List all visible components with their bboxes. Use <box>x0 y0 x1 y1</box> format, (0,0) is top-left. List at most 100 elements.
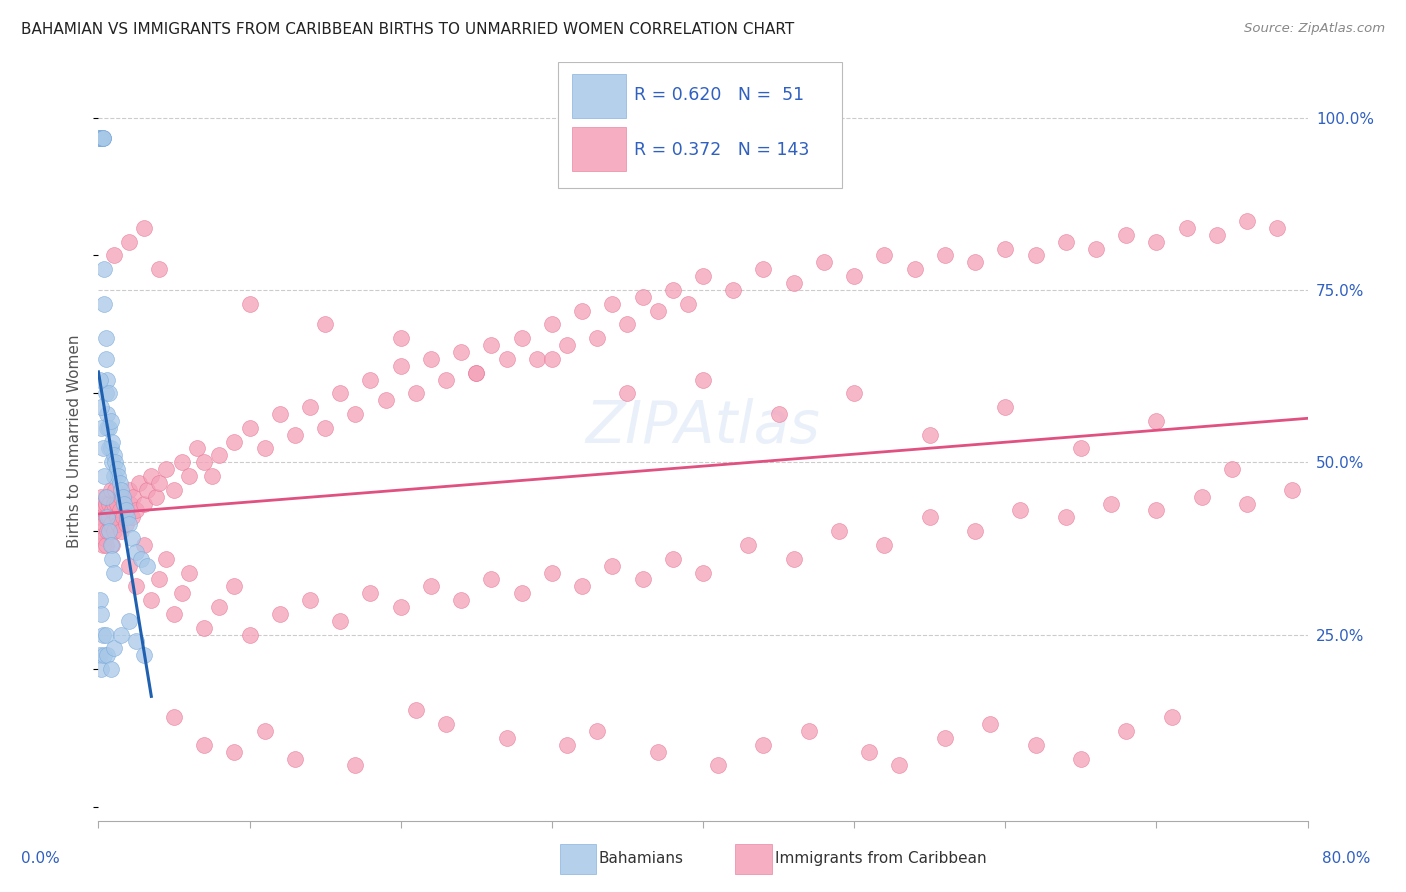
Immigrants from Caribbean <box>481 573 503 587</box>
Immigrants from Caribbean <box>208 448 231 462</box>
Immigrants from Caribbean <box>186 442 208 456</box>
Immigrants from Caribbean <box>752 262 775 277</box>
Immigrants from Caribbean <box>540 318 562 332</box>
Immigrants from Caribbean <box>994 242 1017 256</box>
Immigrants from Caribbean <box>1206 227 1229 242</box>
Immigrants from Caribbean <box>586 724 609 739</box>
Bahamians <box>91 131 114 145</box>
Immigrants from Caribbean <box>115 503 138 517</box>
Immigrants from Caribbean <box>141 469 163 483</box>
Immigrants from Caribbean <box>110 524 132 538</box>
Immigrants from Caribbean <box>145 490 167 504</box>
Immigrants from Caribbean <box>148 475 170 490</box>
Bahamians <box>103 641 125 656</box>
Bahamians <box>93 648 115 663</box>
Bahamians <box>94 386 117 401</box>
Immigrants from Caribbean <box>104 483 127 497</box>
Bahamians <box>91 627 114 641</box>
Text: 80.0%: 80.0% <box>1323 851 1371 865</box>
Immigrants from Caribbean <box>1267 220 1289 235</box>
Bahamians <box>96 372 118 386</box>
Bahamians <box>94 331 117 345</box>
Immigrants from Caribbean <box>1115 227 1137 242</box>
Bahamians <box>91 131 114 145</box>
Bahamians <box>132 648 155 663</box>
Bahamians <box>118 517 141 532</box>
Bahamians <box>98 421 121 435</box>
Immigrants from Caribbean <box>239 296 262 310</box>
Immigrants from Caribbean <box>114 517 136 532</box>
Immigrants from Caribbean <box>179 566 201 580</box>
Immigrants from Caribbean <box>208 599 231 614</box>
Bahamians <box>90 421 112 435</box>
Bahamians <box>110 627 132 641</box>
Bahamians <box>96 510 118 524</box>
Bahamians <box>96 648 118 663</box>
Immigrants from Caribbean <box>389 359 412 373</box>
Bahamians <box>103 448 125 462</box>
Immigrants from Caribbean <box>918 427 941 442</box>
Immigrants from Caribbean <box>420 579 443 593</box>
Immigrants from Caribbean <box>224 745 246 759</box>
Immigrants from Caribbean <box>420 351 443 366</box>
Immigrants from Caribbean <box>1160 710 1182 724</box>
Immigrants from Caribbean <box>91 503 114 517</box>
Immigrants from Caribbean <box>783 276 806 290</box>
FancyBboxPatch shape <box>572 74 626 118</box>
Immigrants from Caribbean <box>128 475 150 490</box>
Immigrants from Caribbean <box>163 607 186 621</box>
Immigrants from Caribbean <box>797 724 820 739</box>
Immigrants from Caribbean <box>555 738 578 752</box>
Immigrants from Caribbean <box>253 442 276 456</box>
Bahamians <box>114 503 136 517</box>
Bahamians <box>103 469 125 483</box>
Bahamians <box>89 648 111 663</box>
Immigrants from Caribbean <box>1024 248 1046 262</box>
Immigrants from Caribbean <box>170 455 193 469</box>
Immigrants from Caribbean <box>844 386 866 401</box>
Immigrants from Caribbean <box>163 710 186 724</box>
Immigrants from Caribbean <box>1054 510 1077 524</box>
Immigrants from Caribbean <box>692 566 714 580</box>
Bahamians <box>100 442 122 456</box>
Immigrants from Caribbean <box>103 497 125 511</box>
Immigrants from Caribbean <box>179 469 201 483</box>
Bahamians <box>104 455 127 469</box>
Immigrants from Caribbean <box>193 738 215 752</box>
Immigrants from Caribbean <box>647 303 669 318</box>
Immigrants from Caribbean <box>405 386 427 401</box>
Immigrants from Caribbean <box>555 338 578 352</box>
Immigrants from Caribbean <box>201 469 224 483</box>
Immigrants from Caribbean <box>616 386 638 401</box>
Immigrants from Caribbean <box>405 703 427 717</box>
Immigrants from Caribbean <box>148 573 170 587</box>
Bahamians <box>98 524 121 538</box>
Immigrants from Caribbean <box>98 510 121 524</box>
Bahamians <box>101 551 124 566</box>
Immigrants from Caribbean <box>510 331 533 345</box>
Bahamians <box>135 558 157 573</box>
Text: BAHAMIAN VS IMMIGRANTS FROM CARIBBEAN BIRTHS TO UNMARRIED WOMEN CORRELATION CHAR: BAHAMIAN VS IMMIGRANTS FROM CARIBBEAN BI… <box>21 22 794 37</box>
Bahamians <box>111 490 134 504</box>
Immigrants from Caribbean <box>96 524 118 538</box>
Immigrants from Caribbean <box>661 283 683 297</box>
Text: Bahamians: Bahamians <box>599 851 683 865</box>
Immigrants from Caribbean <box>965 524 987 538</box>
Immigrants from Caribbean <box>1175 220 1198 235</box>
Immigrants from Caribbean <box>96 490 118 504</box>
Immigrants from Caribbean <box>122 490 145 504</box>
Immigrants from Caribbean <box>828 524 851 538</box>
Immigrants from Caribbean <box>495 351 517 366</box>
Bahamians <box>93 469 115 483</box>
Immigrants from Caribbean <box>1010 503 1032 517</box>
Immigrants from Caribbean <box>934 731 956 745</box>
Immigrants from Caribbean <box>94 497 117 511</box>
Immigrants from Caribbean <box>1054 235 1077 249</box>
Immigrants from Caribbean <box>873 538 896 552</box>
Immigrants from Caribbean <box>125 503 148 517</box>
Immigrants from Caribbean <box>91 538 114 552</box>
Text: R = 0.620   N =  51: R = 0.620 N = 51 <box>634 86 804 104</box>
Immigrants from Caribbean <box>105 497 128 511</box>
Immigrants from Caribbean <box>1220 462 1243 476</box>
Immigrants from Caribbean <box>1144 235 1167 249</box>
